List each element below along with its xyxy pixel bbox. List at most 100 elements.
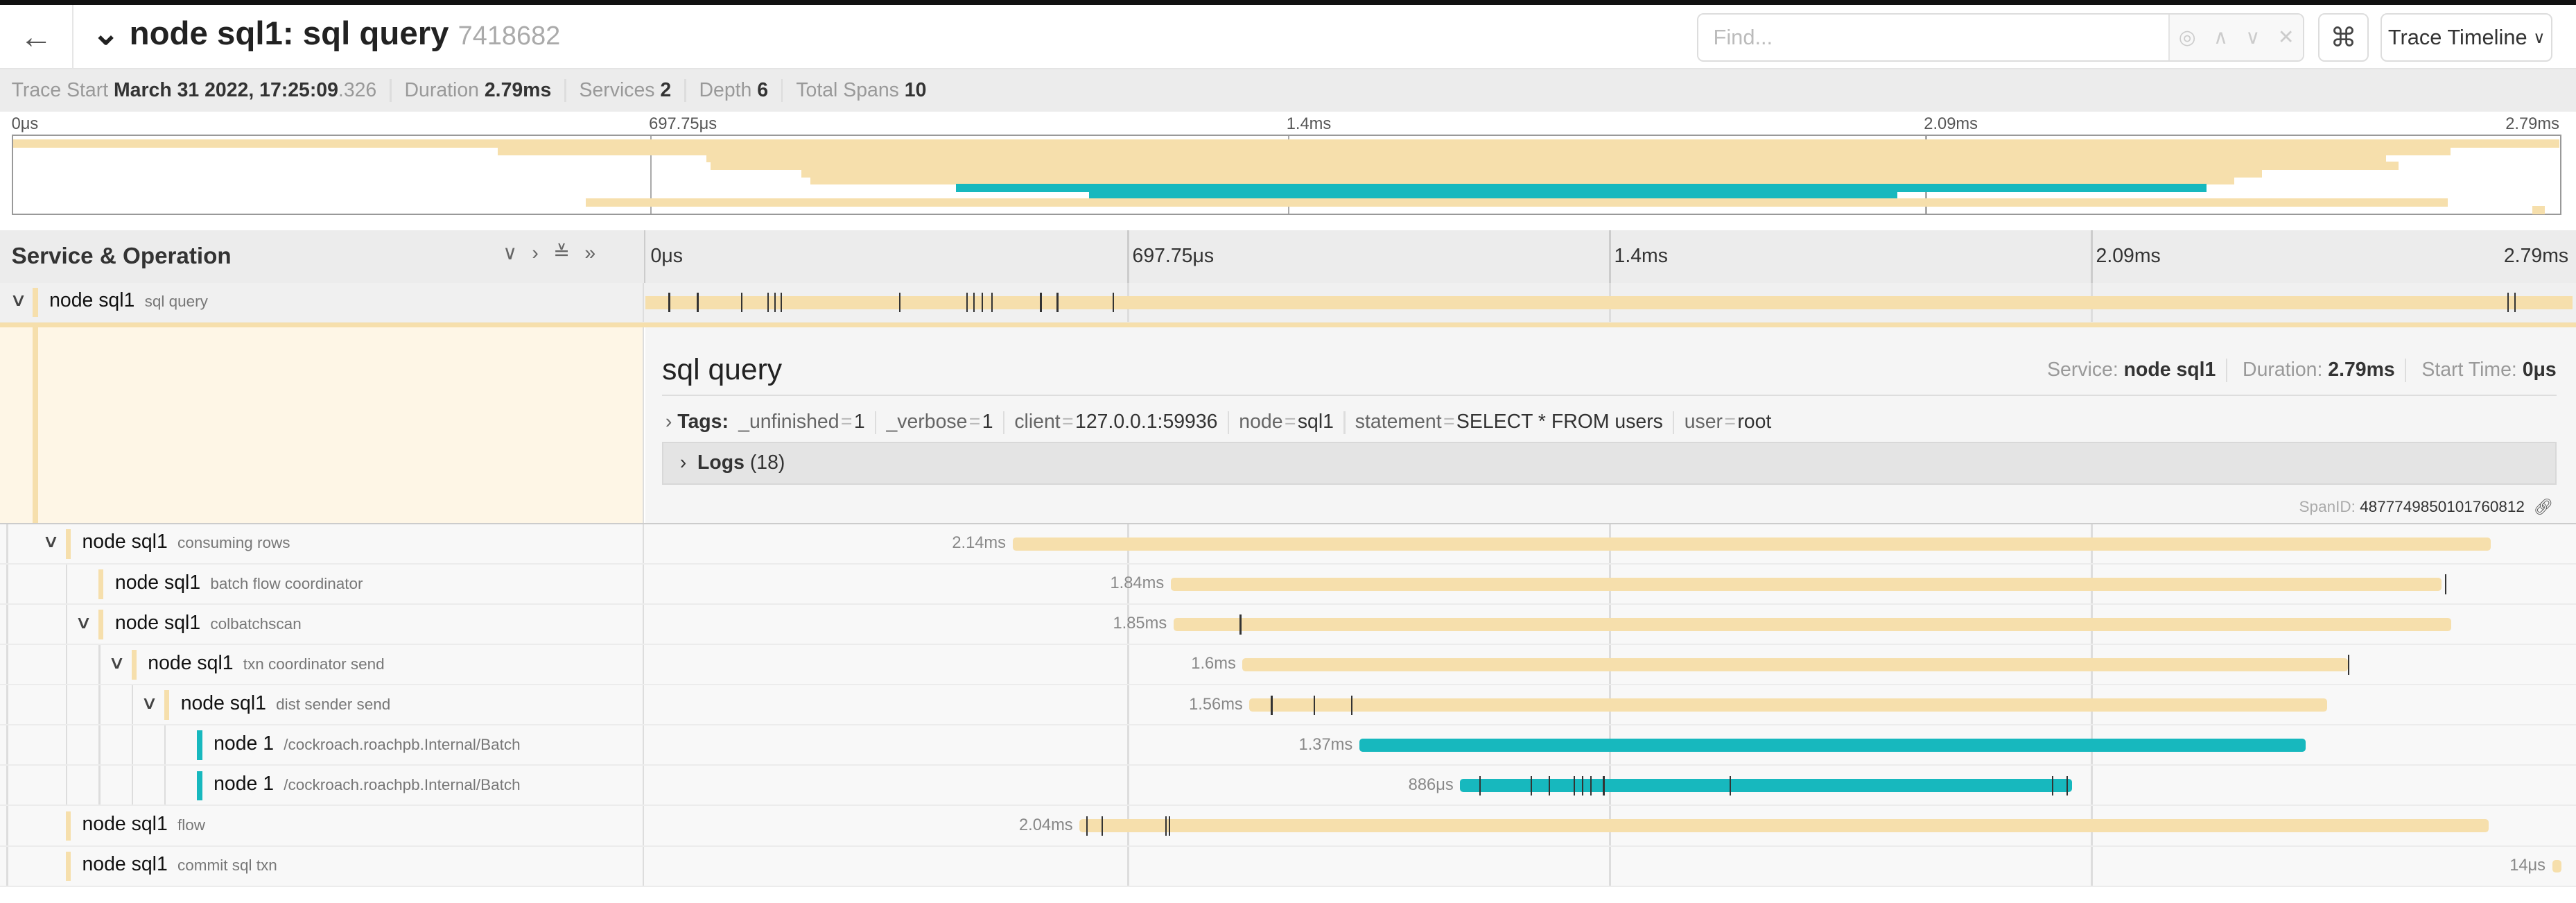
log-marker[interactable] [767,292,769,313]
span-bar[interactable] [1359,739,2306,752]
span-bar[interactable] [1242,655,2349,675]
log-marker[interactable] [1479,775,1481,796]
span-name-cell[interactable]: ∨ node sql1 consuming rows [0,524,645,564]
log-marker[interactable] [740,292,743,313]
span-row[interactable]: node sql1 flow 2.04ms [0,806,2576,847]
log-marker[interactable] [1729,775,1732,796]
chevron-down-icon[interactable]: ∨ [42,531,60,552]
back-button[interactable]: ← [0,5,74,69]
span-row[interactable]: node 1/cockroach.roachpb.Internal/Batch 1… [0,725,2576,766]
span-row[interactable]: ∨ node sql1 txn coordinator send 1.6ms [0,645,2576,686]
span-name-cell[interactable]: node sql1 batch flow coordinator [0,565,645,604]
log-marker[interactable] [1313,695,1316,715]
span-row[interactable]: ∨ node sql1 sql query [0,282,2576,323]
log-marker[interactable] [1530,775,1533,796]
arrow-up-icon[interactable]: ∧ [2213,26,2228,49]
log-marker[interactable] [1102,816,1104,836]
log-marker[interactable] [1581,775,1583,796]
log-marker[interactable] [697,292,699,313]
span-bar[interactable] [1170,574,2447,594]
span-name-cell[interactable]: node sql1 commit sql txn [0,846,645,886]
span-bar[interactable] [1079,816,2489,836]
log-marker[interactable] [2507,292,2509,313]
log-marker[interactable] [1168,816,1171,836]
span-bar[interactable] [1460,775,2072,796]
arrow-down-icon[interactable]: ∨ [2245,26,2261,49]
tags-section[interactable]: › Tags: _unfinished = 1 _verbose = 1 client = 127… [665,411,1771,435]
span-name-cell[interactable]: node sql1 flow [0,806,645,845]
keyboard-shortcuts-button[interactable]: ⌘ [2318,12,2369,62]
span-name-cell[interactable]: ∨ node sql1 sql query [0,282,645,322]
log-marker[interactable] [668,292,670,313]
log-marker[interactable] [780,292,783,313]
find-box: ◎ ∧ ∨ ✕ [1697,12,2305,62]
log-marker[interactable] [2347,655,2349,675]
log-marker[interactable] [1112,292,1115,313]
find-input[interactable] [1698,14,2169,61]
chevron-down-icon[interactable]: ∨ [75,611,93,633]
span-name-cell[interactable]: ∨ node sql1 dist sender send [0,685,645,725]
chevron-down-icon[interactable]: ⌄ [92,15,120,53]
log-marker[interactable] [1040,292,1042,313]
span-row[interactable]: ∨ node sql1 consuming rows 2.14ms [0,524,2576,565]
chevron-down-icon[interactable]: ∨ [141,691,159,713]
expand-one-icon[interactable]: › [532,242,554,265]
log-marker[interactable] [1086,816,1088,836]
span-name-cell[interactable]: node 1/cockroach.roachpb.Internal/Batch [0,766,645,805]
tags-label: Tags: [677,411,729,433]
log-marker[interactable] [1056,292,1059,313]
span-bar[interactable] [1012,537,2491,551]
chevron-down-icon[interactable]: ∨ [9,289,27,311]
log-marker[interactable] [1603,775,1605,796]
minimap-canvas[interactable] [11,135,2561,216]
logs-section[interactable]: › Logs (18) [662,442,2557,485]
span-bar[interactable] [2552,859,2562,873]
log-marker[interactable] [2066,775,2069,796]
log-marker[interactable] [2514,292,2516,313]
trace-info-bar: Trace Start March 31 2022, 17:25:09.326 … [0,69,2576,112]
expand-all-icon[interactable]: » [584,242,611,265]
span-bar[interactable] [1249,695,2327,715]
link-icon[interactable]: 🔗︎ [2533,497,2553,515]
log-marker[interactable] [1239,614,1242,635]
log-marker[interactable] [973,292,975,313]
span-service: node sql1 dist sender send [180,691,391,714]
span-bar[interactable] [1173,614,2452,635]
span-row[interactable]: node sql1 commit sql txn 14μs [0,846,2576,887]
log-marker[interactable] [1590,775,1592,796]
log-marker[interactable] [2445,574,2447,594]
collapse-all-icon[interactable]: ≚ [553,242,585,265]
span-operation: flow [177,816,205,834]
span-name-cell[interactable]: node 1/cockroach.roachpb.Internal/Batch [0,725,645,765]
locate-icon[interactable]: ◎ [2178,26,2196,49]
log-marker[interactable] [991,292,993,313]
log-marker[interactable] [1350,695,1353,715]
log-marker[interactable] [1165,816,1167,836]
minimap[interactable]: 0μs 697.75μs 1.4ms 2.09ms 2.79ms [0,112,2576,232]
span-row[interactable]: node 1/cockroach.roachpb.Internal/Batch 8… [0,766,2576,807]
span-name-cell[interactable]: ∨ node sql1 txn coordinator send [0,645,645,685]
view-select[interactable]: Trace Timeline ∨ [2381,12,2553,62]
span-service: node sql1 commit sql txn [82,853,277,876]
log-marker[interactable] [966,292,968,313]
chevron-down-icon[interactable]: ∨ [107,651,125,673]
chevron-right-icon[interactable]: › [665,411,672,433]
log-marker[interactable] [1548,775,1551,796]
span-row[interactable]: ∨ node sql1 colbatchscan 1.85ms [0,605,2576,646]
collapse-one-icon[interactable]: ∨ [503,242,532,265]
log-marker[interactable] [2052,775,2054,796]
log-marker[interactable] [1573,775,1575,796]
trace-title[interactable]: ⌄ node sql1: sql query 7418682 [92,15,561,53]
close-icon[interactable]: ✕ [2277,26,2295,49]
log-marker[interactable] [899,292,901,313]
span-row[interactable]: node sql1 batch flow coordinator 1.84ms [0,565,2576,605]
span-row[interactable]: ∨ node sql1 dist sender send 1.56ms [0,685,2576,726]
span-operation: consuming rows [177,534,290,552]
log-marker[interactable] [774,292,776,313]
span-bar[interactable] [645,292,2573,313]
minimap-span [586,198,2448,207]
log-marker[interactable] [981,292,984,313]
log-marker[interactable] [1271,695,1273,715]
minimap-tick: 2.09ms [1924,114,1978,133]
span-name-cell[interactable]: ∨ node sql1 colbatchscan [0,605,645,644]
